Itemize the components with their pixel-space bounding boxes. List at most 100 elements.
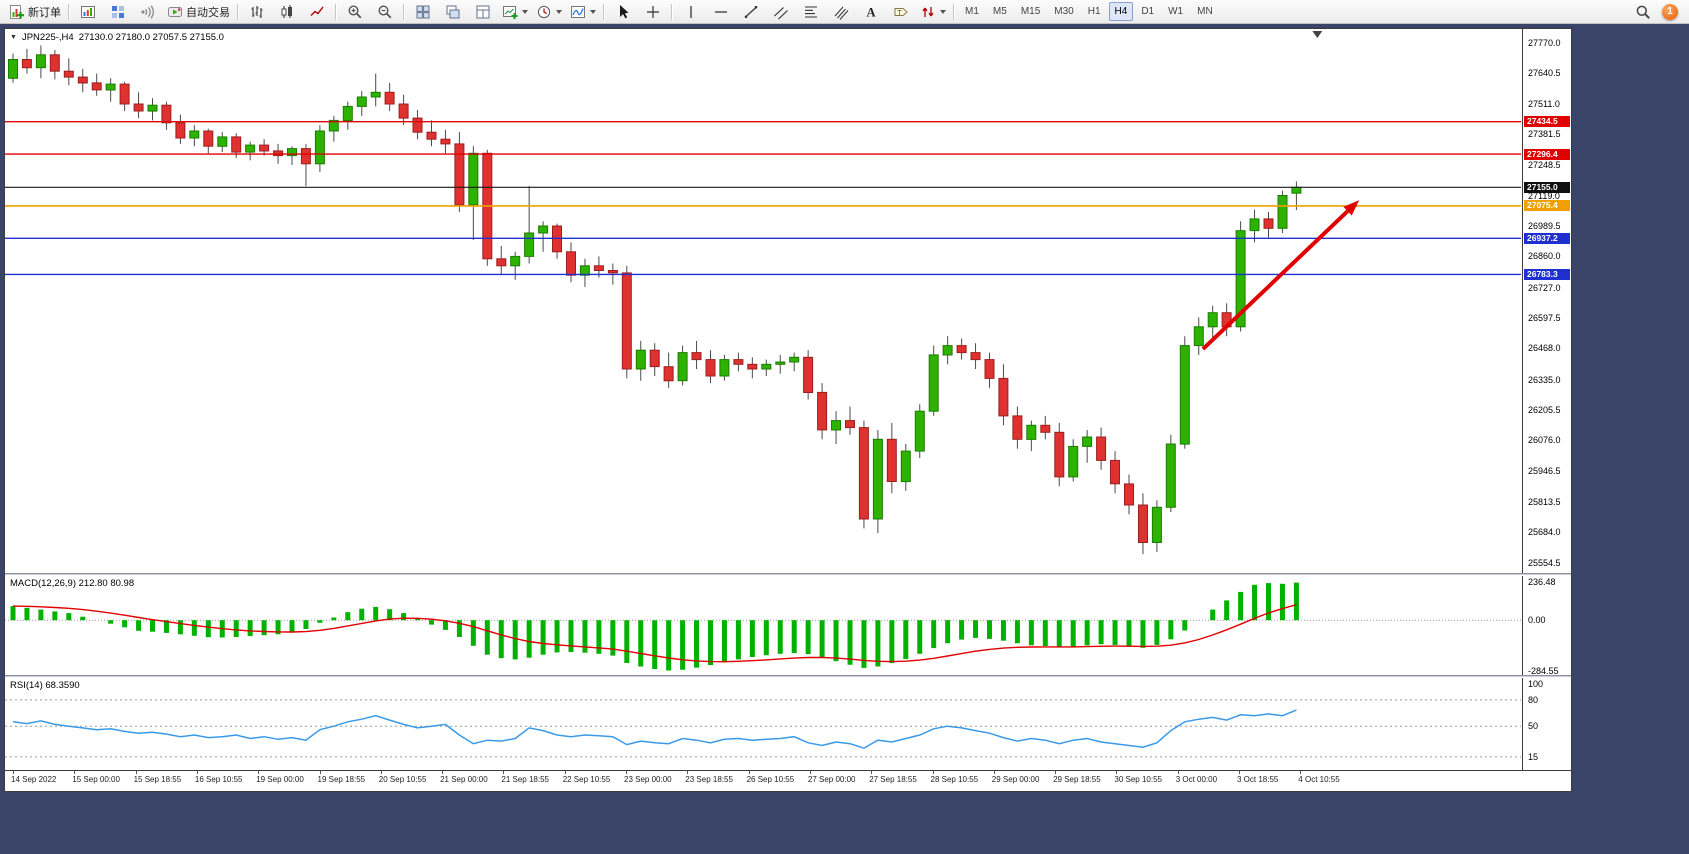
- pitchfork-button[interactable]: [826, 1, 856, 23]
- price-axis-label: 26727.0: [1528, 282, 1561, 293]
- panel-divider[interactable]: [5, 675, 1571, 678]
- time-axis-tick: [503, 771, 505, 774]
- chevron-down-icon: [522, 9, 528, 14]
- bar-type-icon: [249, 4, 265, 20]
- time-axis-tick: [196, 771, 198, 774]
- macd-panel-chart[interactable]: [5, 576, 1521, 675]
- price-axis-label: 26597.5: [1528, 313, 1561, 323]
- line-chart-type-button[interactable]: [302, 1, 332, 23]
- rsi-indicator-label: RSI(14) 68.3590: [10, 680, 80, 691]
- time-axis-label: 15 Sep 18:55: [133, 775, 182, 784]
- new-order-button[interactable]: 新订单: [5, 1, 65, 23]
- candlestick-type-button[interactable]: [272, 1, 302, 23]
- rsi-panel-chart[interactable]: [5, 678, 1521, 770]
- rsi-axis-label: 50: [1528, 721, 1539, 732]
- cascade-windows-button[interactable]: [438, 1, 468, 23]
- crosshair-icon: [645, 4, 661, 20]
- toolbar-separator: [671, 3, 673, 20]
- channel-icon: [773, 4, 789, 20]
- price-axis-label: 27248.5: [1528, 160, 1561, 171]
- time-axis-tick: [258, 771, 260, 774]
- cursor-button[interactable]: [608, 1, 638, 23]
- chevron-down-icon: [556, 9, 562, 14]
- time-axis-tick: [871, 771, 873, 774]
- time-axis-label: 3 Oct 18:55: [1237, 775, 1279, 784]
- panel-divider[interactable]: [5, 573, 1571, 576]
- candle-type-icon: [279, 4, 295, 20]
- timeframe-m5-button[interactable]: M5: [992, 6, 1007, 17]
- arrange-windows-button[interactable]: [468, 1, 498, 23]
- pitchfork-icon: [833, 4, 849, 20]
- text-button[interactable]: A: [856, 1, 886, 23]
- toolbar-separator: [237, 3, 239, 20]
- price-axis-label: 27381.5: [1528, 129, 1561, 140]
- toolbar-separator: [603, 3, 605, 20]
- new-order-button-label: 新订单: [28, 6, 61, 19]
- time-axis-label: 29 Sep 18:55: [1053, 775, 1101, 784]
- tile-windows-button[interactable]: [408, 1, 438, 23]
- zoom-out-button[interactable]: [370, 1, 400, 23]
- time-axis-tick: [748, 771, 750, 774]
- time-axis-tick: [1177, 771, 1179, 774]
- indicators-button[interactable]: [566, 1, 600, 23]
- crosshair-button[interactable]: [638, 1, 668, 23]
- toolbar-separator: [335, 3, 337, 20]
- timeframe-d1-button[interactable]: D1: [1141, 6, 1155, 17]
- notification-badge[interactable]: 1: [1662, 3, 1678, 20]
- label-icon: T: [893, 4, 909, 20]
- timeframe-w1-button[interactable]: W1: [1168, 6, 1184, 17]
- main-price-chart[interactable]: [5, 29, 1521, 573]
- autotrading-button-label: 自动交易: [186, 6, 230, 19]
- timeframe-m1-button[interactable]: M1: [965, 6, 979, 17]
- price-axis[interactable]: 27434.5 27296.4 27155.0 27075.4 26937.2 26783…: [1522, 29, 1571, 770]
- time-axis-label: 30 Sep 10:55: [1114, 775, 1162, 784]
- chart-title-ohlc: 27130.0 27180.0 27057.5 27155.0: [78, 32, 224, 43]
- toolbar: 新订单 自动交易 A T M1 M5 M15 M30 H1 H4 D1 W1 MN 1: [0, 0, 1689, 24]
- price-axis-label: 27770.0: [1528, 38, 1561, 49]
- time-axis-tick: [1055, 771, 1057, 774]
- autotrading-button[interactable]: 自动交易: [163, 1, 234, 23]
- time-axis-label: 29 Sep 00:00: [991, 775, 1040, 784]
- sounds-button[interactable]: [133, 1, 163, 23]
- svg-text:A: A: [866, 5, 875, 19]
- time-axis-tick: [380, 771, 382, 774]
- periods-button[interactable]: [532, 1, 566, 23]
- autotrading-icon: [167, 4, 183, 20]
- time-axis-tick: [135, 771, 137, 774]
- zoom-in-button[interactable]: [340, 1, 370, 23]
- arrows-icon: [920, 4, 936, 20]
- zoom-in-icon: [347, 4, 363, 20]
- collapse-indicator-icon[interactable]: ▼: [10, 34, 17, 41]
- timeframe-h4-button[interactable]: H4: [1108, 2, 1134, 21]
- search-button[interactable]: [1628, 1, 1658, 23]
- new-chart-button[interactable]: [498, 1, 532, 23]
- text-label-button[interactable]: T: [886, 1, 916, 23]
- channel-button[interactable]: [766, 1, 796, 23]
- arrange-icon: [475, 4, 491, 20]
- toolbar-separator: [953, 3, 955, 20]
- time-axis[interactable]: 14 Sep 2022 15 Sep 00:00 15 Sep 18:55 16 Se…: [5, 770, 1571, 790]
- market-depth-button[interactable]: [103, 1, 133, 23]
- toolbar-separator: [68, 3, 70, 20]
- timeframe-m30-button[interactable]: M30: [1054, 6, 1074, 17]
- charts-window-button[interactable]: [73, 1, 103, 23]
- chart-shift-marker-icon[interactable]: [1312, 31, 1323, 38]
- trend-arrow-annotation[interactable]: [1201, 200, 1360, 351]
- price-tag-26783.3: 26783.3: [1524, 268, 1570, 280]
- chart-window-icon: [80, 4, 96, 20]
- vertical-line-button[interactable]: [676, 1, 706, 23]
- timeframe-m15-button[interactable]: M15: [1020, 6, 1041, 17]
- time-axis-label: 27 Sep 18:55: [869, 775, 917, 784]
- time-axis-label: 26 Sep 10:55: [746, 775, 795, 784]
- text-icon: A: [863, 4, 879, 20]
- horizontal-line-button[interactable]: [706, 1, 736, 23]
- fibonacci-button[interactable]: [796, 1, 826, 23]
- macd-axis-label: 236.48: [1528, 577, 1556, 587]
- bar-chart-type-button[interactable]: [242, 1, 272, 23]
- timeframe-mn-button[interactable]: MN: [1197, 6, 1213, 17]
- trendline-button[interactable]: [736, 1, 766, 23]
- timeframe-h1-button[interactable]: H1: [1087, 6, 1101, 17]
- arrows-button[interactable]: [916, 1, 950, 23]
- rsi-axis-label: 80: [1528, 694, 1539, 705]
